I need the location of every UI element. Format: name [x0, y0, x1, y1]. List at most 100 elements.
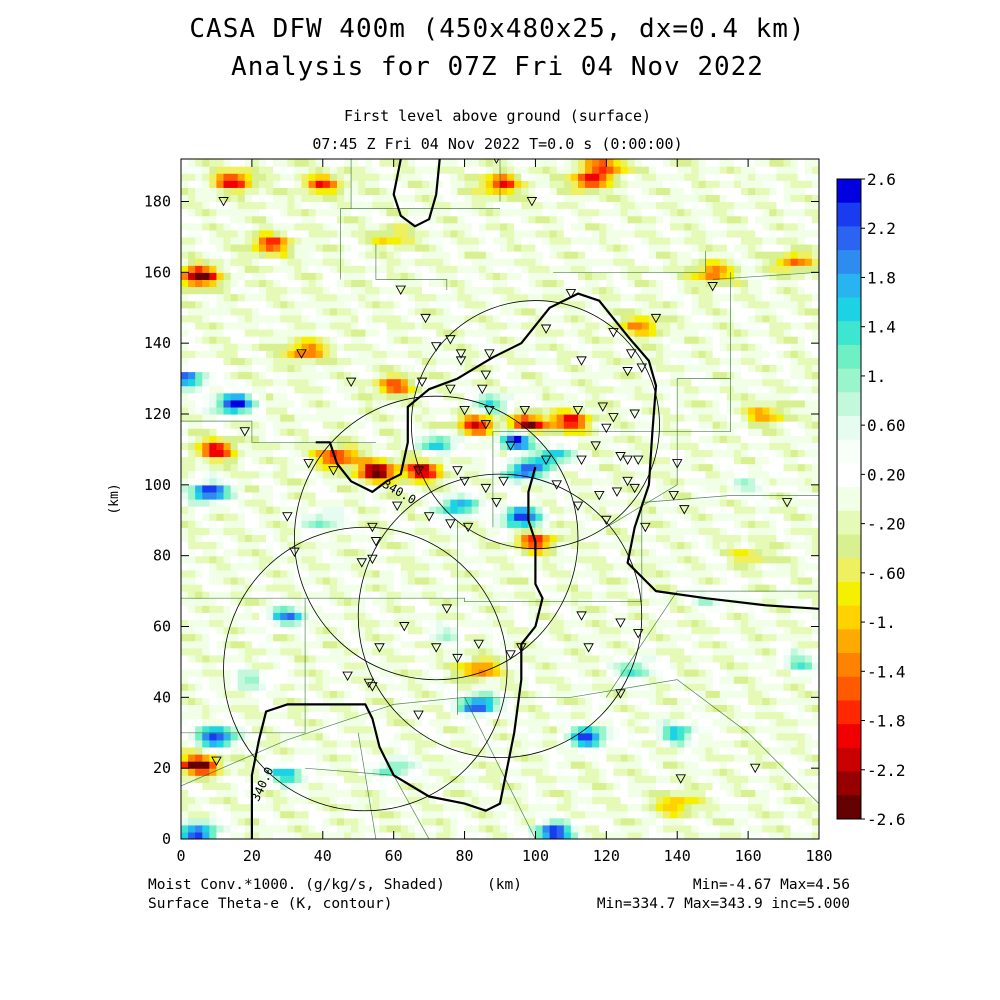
field-cell: [535, 782, 544, 791]
field-cell: [301, 421, 310, 429]
field-cell: [237, 484, 246, 493]
field-cell: [500, 534, 508, 543]
field-cell: [230, 761, 239, 769]
field-cell: [301, 321, 310, 330]
field-cell: [535, 258, 544, 266]
field-cell: [436, 669, 444, 677]
field-cell: [358, 329, 366, 337]
field-cell: [237, 598, 246, 606]
field-cell: [443, 704, 451, 713]
field-cell: [188, 236, 196, 245]
field-cell: [443, 824, 451, 833]
field-cell: [450, 187, 459, 196]
field-cell: [322, 180, 331, 188]
field-cell: [202, 293, 210, 302]
field-cell: [209, 385, 218, 394]
field-cell: [344, 704, 352, 713]
field-cell: [372, 831, 381, 839]
field-cell: [273, 612, 281, 621]
field-cell: [336, 633, 345, 642]
field-cell: [414, 761, 423, 769]
field-cell: [195, 428, 203, 436]
field-cell: [443, 336, 451, 344]
field-cell: [351, 690, 359, 698]
field-cell: [344, 605, 352, 613]
field-cell: [464, 541, 473, 550]
field-cell: [457, 442, 466, 451]
field-cell: [393, 810, 402, 819]
field-cell: [407, 321, 416, 330]
field-cell: [273, 456, 281, 465]
field-cell: [393, 364, 402, 373]
field-cell: [436, 789, 444, 798]
field-cell: [344, 725, 352, 734]
field-cell: [450, 584, 459, 592]
field-cell: [315, 520, 324, 528]
field-cell: [322, 442, 331, 451]
field-cell: [329, 272, 338, 281]
field-cell: [344, 690, 352, 698]
field-cell: [500, 435, 508, 443]
field-cell: [429, 739, 437, 748]
field-cell: [407, 343, 416, 351]
field-cell: [244, 513, 253, 521]
field-cell: [230, 803, 239, 812]
field-cell: [386, 414, 395, 422]
field-cell: [244, 824, 253, 833]
field-cell: [308, 378, 317, 387]
field-cell: [528, 555, 537, 564]
field-cell: [514, 159, 522, 167]
field-cell: [450, 810, 459, 819]
field-cell: [251, 442, 260, 451]
field-cell: [294, 831, 303, 839]
field-cell: [329, 229, 338, 238]
field-cell: [237, 831, 246, 839]
field-cell: [322, 222, 331, 231]
field-cell: [528, 690, 537, 698]
field-cell: [372, 654, 381, 663]
field-cell: [209, 428, 218, 436]
field-cell: [258, 661, 267, 670]
field-cell: [336, 364, 345, 373]
field-cell: [514, 307, 522, 316]
field-cell: [244, 364, 253, 373]
field-cell: [244, 541, 253, 550]
field-cell: [358, 555, 366, 564]
field-cell: [471, 166, 480, 174]
field-cell: [471, 633, 480, 642]
field-cell: [422, 251, 430, 259]
field-cell: [400, 414, 409, 422]
field-cell: [266, 166, 274, 174]
field-cell: [244, 201, 253, 210]
field-cell: [500, 265, 508, 273]
field-cell: [407, 208, 416, 217]
field-cell: [322, 598, 331, 606]
field-cell: [429, 754, 437, 762]
field-cell: [549, 824, 558, 833]
field-cell: [379, 159, 388, 167]
field-cell: [478, 215, 487, 224]
field-cell: [372, 647, 381, 656]
field-cell: [287, 520, 296, 528]
field-cell: [266, 251, 274, 259]
field-cell: [287, 739, 296, 748]
field-cell: [393, 392, 402, 401]
field-cell: [365, 385, 373, 394]
field-cell: [223, 690, 232, 698]
field-cell: [521, 817, 529, 826]
field-cell: [485, 541, 494, 550]
field-cell: [478, 527, 487, 536]
field-cell: [351, 392, 359, 401]
field-cell: [181, 428, 189, 436]
field-cell: [280, 470, 288, 479]
field-cell: [500, 739, 508, 748]
field-cell: [280, 159, 288, 167]
field-cell: [372, 619, 381, 628]
field-cell: [535, 399, 544, 408]
field-cell: [436, 166, 444, 174]
field-cell: [237, 803, 246, 812]
field-cell: [344, 598, 352, 606]
field-cell: [315, 831, 324, 839]
field-cell: [322, 258, 331, 266]
field-cell: [223, 477, 232, 486]
